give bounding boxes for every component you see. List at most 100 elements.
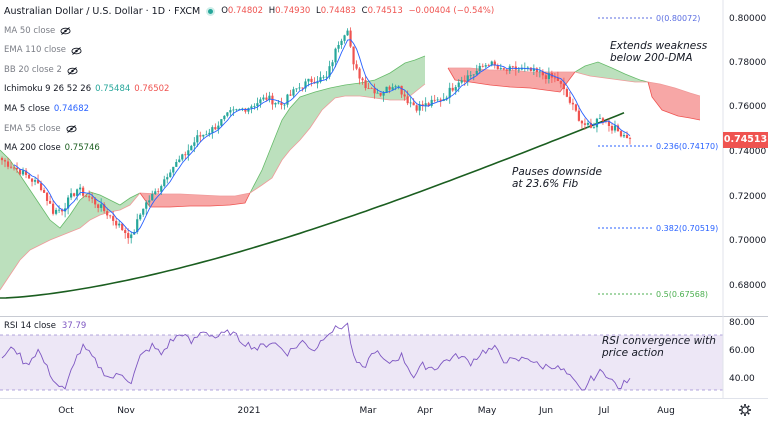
eye-crossed-icon[interactable]: [71, 47, 82, 55]
candle: [469, 71, 472, 80]
candle: [208, 128, 211, 137]
candle: [316, 75, 319, 89]
candle: [139, 213, 142, 221]
candle: [280, 97, 283, 110]
candle: [403, 90, 406, 101]
market-status-icon: [206, 7, 216, 17]
rsi-legend[interactable]: RSI 14 close 37.79: [4, 319, 86, 333]
candle: [622, 132, 626, 138]
candle: [15, 162, 19, 173]
price-tick: 0.70000: [729, 236, 766, 246]
eye-crossed-icon[interactable]: [67, 66, 78, 75]
svg-text:0.236(0.74170): 0.236(0.74170): [656, 142, 718, 151]
candle: [148, 195, 151, 207]
candle: [205, 130, 208, 136]
indicator-label: MA 5 close: [4, 103, 50, 114]
candle: [583, 118, 587, 130]
candle: [76, 188, 79, 201]
candle: [133, 229, 136, 236]
candle: [586, 120, 590, 129]
candle: [214, 123, 217, 131]
candle: [559, 80, 562, 88]
candle: [493, 59, 496, 69]
indicator-row[interactable]: MA 50 close: [4, 22, 497, 42]
candle: [628, 136, 632, 145]
candle: [304, 78, 307, 92]
candle: [613, 120, 617, 133]
candle: [184, 151, 187, 160]
candle: [430, 95, 433, 108]
candle: [412, 98, 415, 106]
indicator-row[interactable]: Ichimoku 9 26 52 26 0.75484 0.76502: [4, 80, 497, 100]
time-tick: Aug: [657, 406, 675, 416]
candle: [247, 107, 250, 115]
candle: [562, 77, 565, 96]
candle: [367, 82, 370, 89]
candle: [178, 155, 181, 163]
indicator-row[interactable]: BB 20 close 2: [4, 61, 497, 81]
fib-level: 0.382(0.70519): [598, 224, 718, 233]
rsi-band: [0, 335, 723, 390]
candle: [580, 120, 584, 129]
candle: [24, 167, 28, 179]
candle: [82, 185, 85, 198]
gear-icon[interactable]: [739, 404, 751, 416]
candle: [424, 97, 427, 112]
indicator-row[interactable]: MA 200 close 0.75746: [4, 139, 497, 159]
annotation-rsi: RSI convergence with price action: [602, 335, 716, 359]
eye-crossed-icon[interactable]: [66, 125, 77, 134]
candle: [331, 59, 334, 72]
candle: [298, 82, 301, 91]
time-axis[interactable]: Oct Nov 2021 Mar Apr May Jun Jul Aug: [0, 398, 768, 417]
indicator-row[interactable]: MA 5 close 0.74682: [4, 100, 497, 120]
candle: [286, 93, 289, 108]
candle: [574, 103, 578, 112]
indicator-value: 0.75746: [64, 143, 100, 154]
candle: [352, 46, 355, 71]
symbol-title[interactable]: Australian Dollar / U.S. Dollar · 1D · F…: [4, 6, 201, 17]
price-axis[interactable]: 0.80000 0.78000 0.76000 0.74000 0.72000 …: [722, 0, 766, 316]
indicator-row[interactable]: EMA 55 close: [4, 120, 497, 140]
candle: [553, 73, 556, 83]
candle: [100, 198, 103, 212]
candle: [607, 118, 611, 132]
time-tick: Jul: [598, 406, 610, 416]
candle: [547, 67, 550, 84]
candle: [487, 63, 490, 67]
eye-crossed-icon[interactable]: [60, 27, 71, 36]
candle: [157, 188, 160, 194]
indicator-label: MA 50 close: [4, 25, 56, 36]
candle: [598, 114, 602, 120]
candle: [48, 195, 52, 204]
ichimoku-cloud: [0, 55, 701, 291]
candle: [343, 34, 346, 44]
candle: [0, 156, 4, 165]
candle: [91, 192, 94, 204]
change-value: −0.00404 (−0.54%): [408, 6, 495, 16]
candle: [538, 66, 541, 78]
rsi-line: [1, 322, 631, 391]
candle: [565, 87, 568, 98]
candle: [283, 103, 286, 110]
candle: [67, 195, 70, 215]
candle: [166, 173, 169, 184]
candle: [73, 192, 76, 198]
indicator-label: BB 20 close 2: [4, 64, 62, 75]
candle: [373, 83, 376, 99]
candle: [21, 167, 25, 177]
candle: [271, 92, 274, 110]
indicator-label: EMA 110 close: [4, 45, 67, 56]
candle: [127, 228, 130, 244]
indicator-row[interactable]: EMA 110 close: [4, 41, 497, 61]
candle: [577, 105, 581, 122]
candle: [319, 71, 322, 84]
ma5-line: [13, 39, 631, 235]
candle: [433, 94, 436, 103]
candle: [292, 86, 295, 98]
candle: [169, 169, 172, 178]
candle: [361, 76, 364, 85]
candle: [409, 97, 412, 108]
candle: [535, 67, 538, 77]
candle: [130, 231, 133, 244]
